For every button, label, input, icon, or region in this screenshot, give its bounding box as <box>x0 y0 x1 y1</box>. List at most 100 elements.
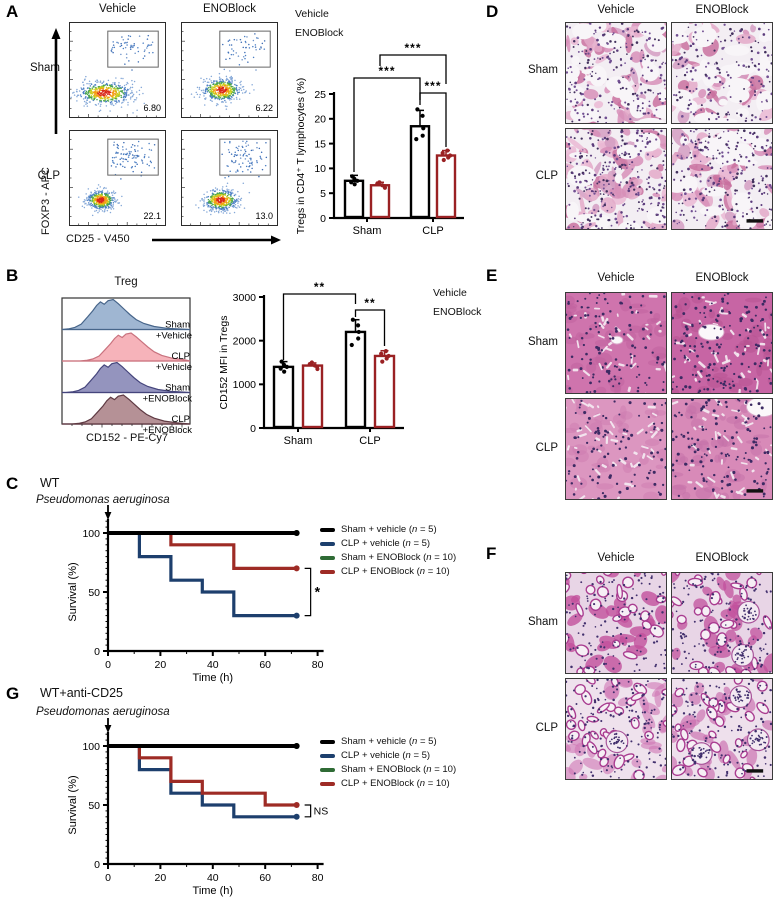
histology-liver-sham-vehicle <box>565 292 667 394</box>
histology-kidney-sham-vehicle <box>565 572 667 674</box>
survival-anti-cd25-legend-label: Sham + ENOBlock (n = 10) <box>341 764 457 775</box>
lung-col-header-enoblock: ENOBlock <box>695 4 749 16</box>
panel-f-label: F <box>486 544 497 563</box>
survival-anti-cd25-legend-item: CLP + vehicle (n = 5) <box>320 750 456 761</box>
svg-text:***: *** <box>424 79 441 93</box>
svg-text:***: *** <box>378 64 395 78</box>
histology-lung-clp-enoblock <box>671 128 773 230</box>
flow-plot-clp-vehicle: 22.1 <box>69 130 166 226</box>
svg-text:20: 20 <box>155 872 167 884</box>
svg-text:20: 20 <box>155 659 167 671</box>
survival-anti-cd25-legend-label: CLP + vehicle (n = 5) <box>341 750 431 761</box>
survival-wt-legend: Sham + vehicle (n = 5) CLP + vehicle (n =… <box>320 524 456 577</box>
histology-liver-sham-enoblock <box>671 292 773 394</box>
svg-text:25: 25 <box>314 89 326 101</box>
flow-y-axis-arrow <box>46 24 66 144</box>
svg-text:20: 20 <box>314 114 326 126</box>
flow-x-axis-arrow <box>60 230 285 255</box>
histology-lung-sham-enoblock <box>671 22 773 124</box>
svg-text:100: 100 <box>82 528 100 540</box>
panel-c-title: WT <box>40 476 60 490</box>
kidney-col-header-enoblock: ENOBlock <box>695 552 749 564</box>
histology-kidney-clp-enoblock <box>671 678 773 780</box>
flow-x-axis-label: CD25 - V450 <box>66 233 130 245</box>
svg-text:Time (h): Time (h) <box>193 672 234 684</box>
svg-text:***: *** <box>404 41 421 55</box>
svg-text:+Vehicle: +Vehicle <box>156 331 192 342</box>
kidney-row-label-clp: CLP <box>535 722 558 734</box>
svg-text:15: 15 <box>314 138 326 150</box>
svg-text:+Vehicle: +Vehicle <box>156 362 192 373</box>
survival-anti-cd25-legend-label: Sham + vehicle (n = 5) <box>341 736 437 747</box>
lung-histology-grid <box>565 22 773 230</box>
survival-wt-legend-line-marker <box>320 527 335 532</box>
svg-text:CLP: CLP <box>172 351 190 362</box>
svg-text:Tregs in CD4⁺ T lymphocytes (%: Tregs in CD4⁺ T lymphocytes (%) <box>295 78 307 234</box>
survival-wt-legend-item: CLP + vehicle (n = 5) <box>320 538 456 549</box>
svg-text:13.0: 13.0 <box>255 211 273 221</box>
svg-text:Sham: Sham <box>165 383 190 394</box>
cd152-chart-legend: Vehicle ENOBlock <box>424 287 481 318</box>
histogram-x-axis-label: CD152 - PE-Cy7 <box>86 432 168 444</box>
svg-text:60: 60 <box>259 659 271 671</box>
cd152-legend-item: ENOBlock <box>424 306 481 318</box>
survival-wt-legend-item: CLP + ENOBlock (n = 10) <box>320 566 456 577</box>
svg-text:50: 50 <box>88 800 100 812</box>
kidney-histology-grid <box>565 572 773 780</box>
svg-text:0: 0 <box>94 859 100 871</box>
survival-anti-cd25-legend-line-marker <box>320 781 335 786</box>
tregs-legend-item: ENOBlock <box>286 27 343 39</box>
survival-wt-legend-label: Sham + vehicle (n = 5) <box>341 524 437 535</box>
survival-wt-svg: 0 50 100 0 20 40 60 80 Time (h) Survival (%) * <box>67 505 324 684</box>
flow-plot-sham-vehicle: 6.80 <box>69 22 166 118</box>
svg-text:Sham: Sham <box>284 435 313 447</box>
svg-text:10: 10 <box>314 163 326 175</box>
svg-text:80: 80 <box>312 659 324 671</box>
panel-g-pathogen-label: Pseudomonas aeruginosa <box>36 706 170 718</box>
tregs-bar-chart: 0 5 10 15 20 25 Tregs in CD4⁺ T lymphocytes (%… <box>292 4 468 261</box>
survival-wt-legend-label: Sham + ENOBlock (n = 10) <box>341 552 457 563</box>
svg-text:0: 0 <box>250 423 256 435</box>
svg-text:0: 0 <box>105 872 111 884</box>
cd152-legend-item: Vehicle <box>424 287 481 299</box>
tregs-legend-label: ENOBlock <box>295 27 344 39</box>
svg-text:1000: 1000 <box>233 379 257 391</box>
survival-chart-anti-cd25: 0 50 100 0 20 40 60 80 Time (h) Survival (%) NS <box>60 706 345 900</box>
kidney-col-header-vehicle: Vehicle <box>597 552 635 564</box>
svg-text:6.22: 6.22 <box>255 103 273 113</box>
svg-text:5: 5 <box>320 188 326 200</box>
svg-text:0: 0 <box>94 646 100 658</box>
svg-text:+ENOBlock: +ENOBlock <box>143 394 193 405</box>
svg-text:40: 40 <box>207 872 219 884</box>
svg-text:CLP: CLP <box>422 225 443 237</box>
histology-kidney-sham-enoblock <box>671 572 773 674</box>
histogram-title: Treg <box>114 276 138 288</box>
survival-anti-cd25-legend-item: Sham + vehicle (n = 5) <box>320 736 456 747</box>
survival-anti-cd25-legend: Sham + vehicle (n = 5) CLP + vehicle (n =… <box>320 736 456 789</box>
cd152-histogram: Sham +Vehicle CLP +Vehicle Sham +ENOBlock CLP +… <box>40 272 205 442</box>
survival-wt-legend-label: CLP + vehicle (n = 5) <box>341 538 431 549</box>
survival-anti-cd25-legend-line-marker <box>320 767 335 772</box>
flow-y-arrow-svg <box>51 28 61 134</box>
svg-text:**: ** <box>314 280 325 294</box>
cd152-legend-label: ENOBlock <box>433 306 482 318</box>
lung-col-header-vehicle: Vehicle <box>597 4 635 16</box>
histology-liver-clp-enoblock <box>671 398 773 500</box>
kidney-row-label-sham: Sham <box>527 616 558 628</box>
svg-text:*: * <box>315 584 321 600</box>
survival-wt-legend-line-marker <box>320 555 335 560</box>
flow-x-arrow-svg <box>152 235 281 245</box>
flow-row-label-sham: Sham <box>29 62 60 74</box>
svg-text:0: 0 <box>320 213 326 225</box>
svg-text:**: ** <box>364 296 375 310</box>
lung-row-label-sham: Sham <box>527 64 558 76</box>
panel-e-label: E <box>486 266 498 285</box>
liver-col-header-enoblock: ENOBlock <box>695 272 749 284</box>
svg-text:0: 0 <box>105 659 111 671</box>
liver-histology-grid <box>565 292 773 500</box>
cd152-legend-label: Vehicle <box>433 287 467 299</box>
survival-anti-cd25-legend-line-marker <box>320 753 335 758</box>
liver-row-label-sham: Sham <box>527 336 558 348</box>
